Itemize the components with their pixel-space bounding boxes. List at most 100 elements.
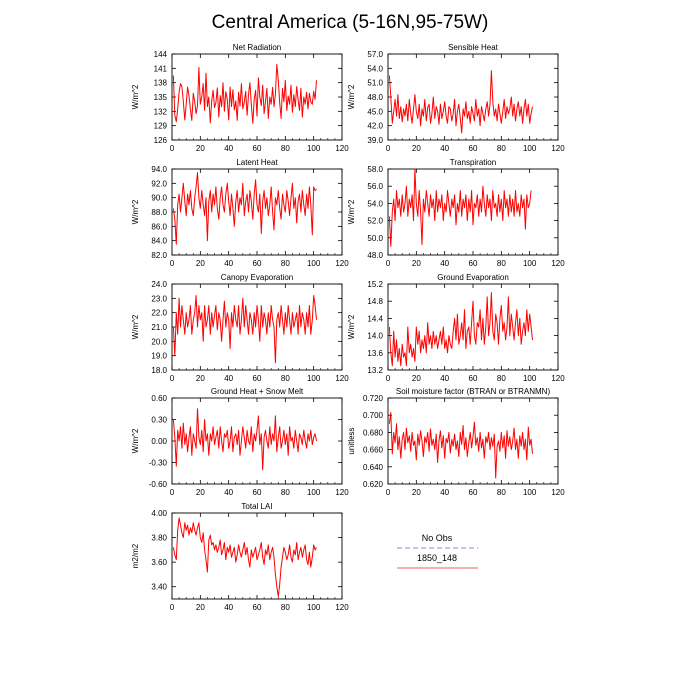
y-tick-label: 13.2 <box>367 366 383 375</box>
x-tick-label: 60 <box>253 603 262 612</box>
x-tick-label: 80 <box>497 144 506 153</box>
chart-panel: Total LAI 0 20 40 60 80 100 120 3.40 3.60 3.80 4.00… <box>131 502 349 612</box>
chart-title: Total LAI <box>241 502 272 511</box>
y-tick-label: 4.00 <box>151 509 167 518</box>
y-tick-label: 0.720 <box>363 394 384 403</box>
y-axis-label: W/m^2 <box>131 314 140 339</box>
x-tick-label: 0 <box>386 488 391 497</box>
y-axis-label: W/m^2 <box>131 428 140 453</box>
y-tick-label: 18.0 <box>151 366 167 375</box>
chart-title: Sensible Heat <box>448 43 499 52</box>
x-tick-label: 80 <box>281 488 290 497</box>
x-tick-label: 60 <box>253 144 262 153</box>
x-tick-label: 120 <box>551 488 565 497</box>
y-axis-label: W/m^2 <box>131 84 140 109</box>
plot-frame <box>387 283 559 371</box>
y-tick-label: 84.0 <box>151 237 167 246</box>
x-tick-label: 0 <box>170 488 175 497</box>
y-tick-label: 48.0 <box>367 93 383 102</box>
y-tick-label: -0.60 <box>149 480 168 489</box>
y-tick-label: 86.0 <box>151 222 167 231</box>
y-tick-label: 57.0 <box>367 50 383 59</box>
x-tick-label: 60 <box>253 374 262 383</box>
x-tick-label: 80 <box>497 488 506 497</box>
y-tick-label: 92.0 <box>151 179 167 188</box>
chart-title: Ground Evaporation <box>437 273 509 282</box>
chart-panel: Ground Heat + Snow Melt 0 20 40 60 80 100 120 -0… <box>131 387 349 497</box>
plot-frame <box>387 53 559 141</box>
y-tick-label: 15.2 <box>367 280 383 289</box>
x-tick-label: 0 <box>170 603 175 612</box>
y-tick-label: 88.0 <box>151 208 167 217</box>
x-tick-label: 80 <box>281 259 290 268</box>
x-tick-label: 20 <box>196 259 205 268</box>
x-tick-label: 20 <box>412 488 421 497</box>
x-tick-label: 40 <box>224 144 233 153</box>
series-line <box>172 295 317 364</box>
x-tick-label: 0 <box>170 144 175 153</box>
y-axis-label: W/m^2 <box>347 314 356 339</box>
x-tick-label: 80 <box>497 259 506 268</box>
chart-title: Latent Heat <box>236 158 278 167</box>
y-tick-label: 19.0 <box>151 352 167 361</box>
x-tick-label: 120 <box>335 603 349 612</box>
y-axis-label: W/m^2 <box>347 199 356 224</box>
x-tick-label: 20 <box>196 488 205 497</box>
x-tick-label: 0 <box>386 259 391 268</box>
y-tick-label: 141 <box>154 64 168 73</box>
y-tick-label: 51.0 <box>367 79 383 88</box>
x-tick-label: 0 <box>386 374 391 383</box>
chart-panel: Sensible Heat 0 20 40 60 80 100 120 39.0 42.0 45.0… <box>347 43 565 153</box>
y-tick-label: 58.0 <box>367 165 383 174</box>
y-tick-label: 21.0 <box>151 323 167 332</box>
x-tick-label: 40 <box>440 488 449 497</box>
y-tick-label: 0.30 <box>151 416 167 425</box>
y-tick-label: 132 <box>154 107 168 116</box>
x-tick-label: 100 <box>523 374 537 383</box>
chart-panel: Soil moisture factor (BTRAN or BTRANMN) 0… <box>347 387 565 497</box>
x-tick-label: 80 <box>281 603 290 612</box>
y-tick-label: 56.0 <box>367 182 383 191</box>
chart-title: Soil moisture factor (BTRAN or BTRANMN) <box>396 387 551 396</box>
y-axis-label: W/m^2 <box>347 84 356 109</box>
y-tick-label: 42.0 <box>367 122 383 131</box>
x-tick-label: 40 <box>224 374 233 383</box>
plot-frame <box>171 168 343 256</box>
chart-title: Ground Heat + Snow Melt <box>211 387 304 396</box>
x-tick-label: 60 <box>253 488 262 497</box>
y-tick-label: 126 <box>154 136 168 145</box>
y-tick-label: 14.0 <box>367 332 383 341</box>
series-line <box>172 64 317 124</box>
y-axis-label: m2/m2 <box>131 543 140 568</box>
series-line <box>172 408 317 471</box>
chart-panel: Canopy Evaporation 0 20 40 60 80 100 120 18.0 19.… <box>131 273 349 383</box>
y-tick-label: 138 <box>154 79 168 88</box>
series-line <box>172 517 317 597</box>
x-tick-label: 100 <box>307 259 321 268</box>
series-line <box>388 70 533 134</box>
x-tick-label: 20 <box>196 374 205 383</box>
x-tick-label: 0 <box>170 259 175 268</box>
y-tick-label: 54.0 <box>367 64 383 73</box>
x-tick-label: 100 <box>523 144 537 153</box>
x-tick-label: 120 <box>551 259 565 268</box>
x-tick-label: 40 <box>224 488 233 497</box>
y-tick-label: 23.0 <box>151 294 167 303</box>
x-tick-label: 40 <box>224 603 233 612</box>
y-tick-label: 54.0 <box>367 199 383 208</box>
y-tick-label: 94.0 <box>151 165 167 174</box>
x-tick-label: 120 <box>335 259 349 268</box>
x-tick-label: 60 <box>469 488 478 497</box>
y-tick-label: 90.0 <box>151 194 167 203</box>
legend-label-no-obs: No Obs <box>422 533 453 543</box>
x-tick-label: 80 <box>497 374 506 383</box>
y-tick-label: 24.0 <box>151 280 167 289</box>
x-tick-label: 0 <box>386 144 391 153</box>
x-tick-label: 20 <box>196 603 205 612</box>
y-tick-label: 82.0 <box>151 251 167 260</box>
x-tick-label: 100 <box>307 374 321 383</box>
chart-panel: Net Radiation 0 20 40 60 80 100 120 126 129 132 135… <box>131 43 349 153</box>
y-tick-label: 13.6 <box>367 349 383 358</box>
y-tick-label: 14.8 <box>367 297 383 306</box>
y-tick-label: -0.30 <box>149 459 168 468</box>
